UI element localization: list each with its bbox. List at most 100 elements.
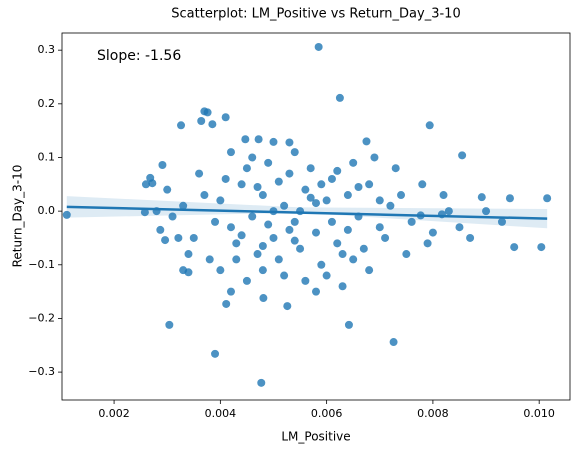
point <box>285 225 294 234</box>
point <box>203 108 212 117</box>
point <box>338 250 347 259</box>
point <box>343 225 352 234</box>
point <box>274 177 283 186</box>
point <box>285 169 294 178</box>
point <box>322 196 331 205</box>
point <box>296 207 305 216</box>
point <box>184 268 193 277</box>
point <box>290 236 299 245</box>
point <box>161 236 170 245</box>
point <box>317 180 326 189</box>
point <box>248 212 257 221</box>
point <box>344 320 353 329</box>
point <box>222 299 231 308</box>
point <box>510 243 519 252</box>
point <box>248 153 257 162</box>
regression-line <box>66 205 548 220</box>
axes-frame <box>61 32 571 401</box>
point <box>455 223 464 232</box>
point <box>301 185 310 194</box>
point <box>258 242 267 251</box>
point <box>354 182 363 191</box>
point <box>216 266 225 275</box>
chart-title: Scatterplot: LM_Positive vs Return_Day_3… <box>171 7 460 22</box>
point <box>211 217 220 226</box>
point <box>386 201 395 210</box>
point <box>365 266 374 275</box>
point <box>241 135 250 144</box>
point <box>391 164 400 173</box>
point <box>537 243 546 252</box>
x-tick-label: 0.002 <box>98 407 130 420</box>
point <box>389 338 398 347</box>
point <box>314 42 323 51</box>
point <box>189 233 198 242</box>
point <box>439 191 448 200</box>
y-tick-label: 0.2 <box>38 97 56 110</box>
point <box>375 223 384 232</box>
point <box>407 217 416 226</box>
point <box>301 276 310 285</box>
point <box>258 191 267 200</box>
point <box>327 174 336 183</box>
point <box>200 191 209 200</box>
point <box>312 228 320 237</box>
point <box>165 320 174 329</box>
y-tick-label: 0.1 <box>38 150 56 163</box>
point <box>174 233 183 242</box>
point <box>359 244 368 253</box>
point <box>333 166 342 175</box>
point <box>168 212 177 221</box>
y-tick-label: 0.0 <box>38 204 56 217</box>
point <box>285 138 294 147</box>
point <box>428 228 437 237</box>
point <box>253 250 262 259</box>
point <box>258 266 267 275</box>
point <box>158 160 167 169</box>
point <box>375 196 384 205</box>
point <box>232 239 241 248</box>
point <box>269 233 278 242</box>
point <box>177 121 186 130</box>
point <box>317 260 326 269</box>
point <box>306 164 315 173</box>
point <box>349 158 358 167</box>
y-tick-label: 0.3 <box>38 43 56 56</box>
point <box>195 169 204 178</box>
x-tick-label: 0.006 <box>311 407 343 420</box>
point <box>397 191 406 200</box>
point <box>333 239 342 248</box>
annotation: Slope: -1.56 <box>97 48 181 64</box>
point <box>253 182 262 191</box>
y-tick-label: −0.1 <box>28 258 55 271</box>
point <box>312 199 320 208</box>
point <box>179 201 188 210</box>
point <box>221 113 230 122</box>
point <box>505 194 514 203</box>
point <box>543 194 552 203</box>
point <box>232 255 241 264</box>
point <box>423 239 432 248</box>
point <box>163 185 172 194</box>
point <box>362 137 371 146</box>
x-tick-label: 0.008 <box>417 407 449 420</box>
point <box>184 250 193 259</box>
point <box>148 179 157 188</box>
point <box>296 244 305 253</box>
point <box>62 210 71 219</box>
point <box>290 217 299 226</box>
point <box>458 151 467 160</box>
point <box>226 223 235 232</box>
point <box>306 193 315 202</box>
point <box>343 191 352 200</box>
point <box>237 180 246 189</box>
point <box>322 271 331 280</box>
point <box>264 220 273 229</box>
y-tick-label: −0.2 <box>28 311 55 324</box>
point <box>226 287 235 296</box>
point <box>444 207 453 216</box>
point <box>338 282 347 291</box>
point <box>226 148 235 157</box>
point <box>482 207 491 216</box>
